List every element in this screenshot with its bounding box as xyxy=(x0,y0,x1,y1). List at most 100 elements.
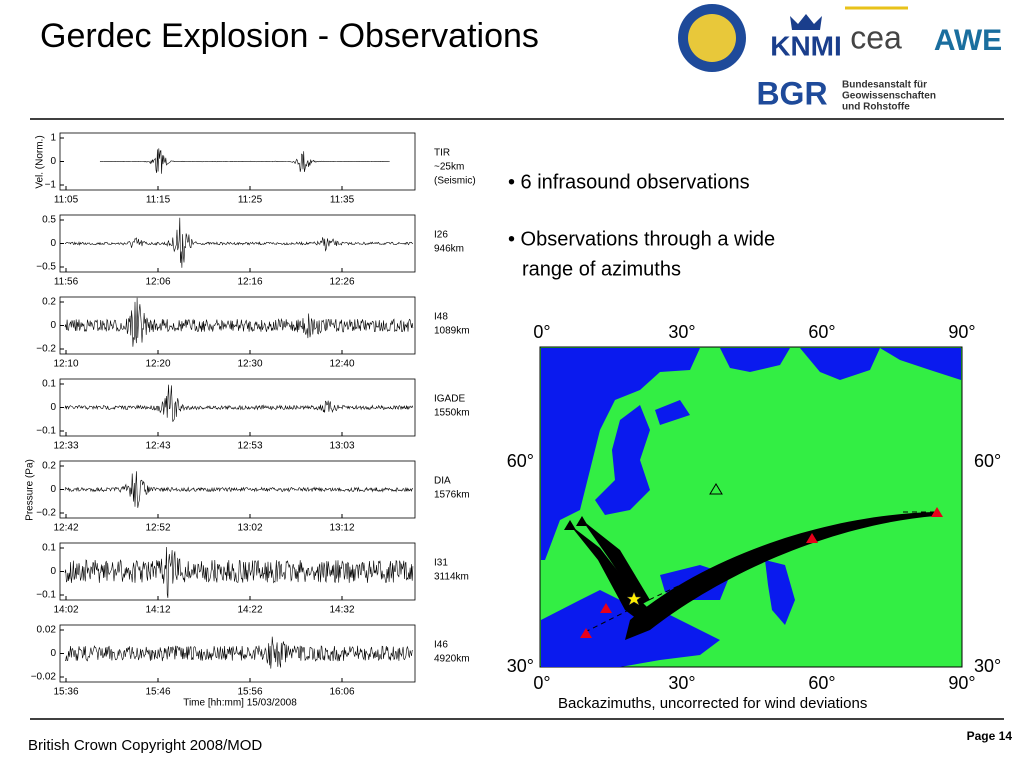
station-label: I31 xyxy=(434,558,448,569)
bullet: range of azimuths xyxy=(522,258,681,280)
x-tick-label: 14:32 xyxy=(329,605,354,616)
lon-label: 30° xyxy=(668,322,695,342)
station-igade xyxy=(709,483,723,495)
lon-label: 60° xyxy=(808,673,835,693)
x-tick-label: 11:56 xyxy=(54,277,79,288)
logos: KNMI cea AWE BGR Bundesanstalt für Geowi… xyxy=(678,4,1002,113)
bullet: • 6 infrasound observations xyxy=(508,171,750,193)
station-label: 3114km xyxy=(434,572,469,583)
lon-label: 60° xyxy=(808,322,835,342)
y-tick-label: −0.1 xyxy=(36,426,56,437)
panel: 0.2 0 −0.2 12:42 12:52 13:02 13:12 DIA 1576km xyxy=(36,460,470,534)
station-label: 1576km xyxy=(434,490,470,501)
panel: 1 0 −1 11:05 11:15 11:25 11:35 TIR ~25km (Seismic… xyxy=(45,132,476,206)
y-tick-label: 0.1 xyxy=(42,543,56,554)
x-tick-label: 11:35 xyxy=(330,195,355,206)
x-tick-label: 12:10 xyxy=(53,359,78,370)
panel: 0.5 0 −0.5 11:56 12:06 12:16 12:26 I26 946km xyxy=(36,214,464,288)
lat-label: 60° xyxy=(507,451,534,471)
y-tick-label: −0.2 xyxy=(36,508,56,519)
lon-label: 90° xyxy=(948,673,975,693)
cea-logo: cea xyxy=(850,19,902,55)
copyright: British Crown Copyright 2008/MOD xyxy=(28,737,262,754)
x-tick-label: 14:02 xyxy=(53,605,78,616)
station-label: (Seismic) xyxy=(434,176,476,187)
panel: 0.1 0 −0.1 14:02 14:12 14:22 14:32 I31 3114km xyxy=(36,542,469,616)
x-tick-label: 12:53 xyxy=(237,441,262,452)
bgr-name: Bundesanstalt für xyxy=(842,80,927,91)
station-label: ~25km xyxy=(434,162,464,173)
lon-label: 30° xyxy=(668,673,695,693)
x-tick-label: 12:33 xyxy=(53,441,78,452)
x-tick-label: 12:42 xyxy=(53,523,78,534)
lon-label: 0° xyxy=(533,322,550,342)
station-label: IGADE xyxy=(434,394,465,405)
panel: 0.02 0 −0.02 15:36 15:46 15:56 16:06 I46 4920km xyxy=(31,624,470,698)
waveform xyxy=(64,217,414,268)
x-tick-label: 11:15 xyxy=(146,195,171,206)
bgr-name: und Rohstoffe xyxy=(842,102,910,113)
panel: 0.2 0 −0.2 12:10 12:20 12:30 12:40 I48 1089km xyxy=(36,296,470,370)
y-tick-label: 0.5 xyxy=(42,215,56,226)
station-label: 1089km xyxy=(434,326,470,337)
bgr-logo: BGR xyxy=(756,75,827,111)
crown xyxy=(790,14,822,30)
lon-label: 0° xyxy=(533,673,550,693)
panel-frame xyxy=(59,296,416,355)
x-tick-label: 12:52 xyxy=(145,523,170,534)
slide-title: Gerdec Explosion - Observations xyxy=(40,17,539,55)
y-tick-label: 0 xyxy=(50,320,56,331)
station-label: DIA xyxy=(434,476,451,487)
y-tick-label: 0 xyxy=(50,156,56,167)
waveform-figure: Vel. (Norm.) Pressure (Pa) Time [hh:mm] … xyxy=(25,132,476,709)
page-number: Page 14 xyxy=(967,729,1013,743)
x-tick-label: 13:12 xyxy=(329,523,354,534)
x-axis-label: Time [hh:mm] 15/03/2008 xyxy=(183,698,297,709)
station-label: I46 xyxy=(434,640,448,651)
y-tick-label: 0 xyxy=(50,238,56,249)
y-tick-label: 0.1 xyxy=(42,379,56,390)
x-tick-label: 11:25 xyxy=(238,195,263,206)
y-axis-label: Vel. (Norm.) xyxy=(35,135,46,188)
waveform xyxy=(99,148,390,174)
lat-label: 60° xyxy=(974,451,1001,471)
x-tick-label: 12:40 xyxy=(329,359,354,370)
station-label: 1550km xyxy=(434,408,470,419)
baltic xyxy=(595,400,690,515)
y-tick-label: 0.2 xyxy=(42,461,56,472)
x-tick-label: 14:12 xyxy=(145,605,170,616)
x-tick-label: 15:46 xyxy=(145,687,170,698)
y-tick-label: −0.5 xyxy=(36,262,56,273)
y-axis-label: Pressure (Pa) xyxy=(25,459,36,521)
station-label: I26 xyxy=(434,230,448,241)
panel-frame xyxy=(59,460,416,519)
waveform xyxy=(64,546,414,598)
y-tick-label: −1 xyxy=(45,180,57,191)
y-tick-label: 0 xyxy=(50,566,56,577)
caspian xyxy=(765,560,795,625)
x-tick-label: 16:06 xyxy=(329,687,354,698)
bullet: • Observations through a wide xyxy=(508,228,775,250)
x-tick-label: 15:56 xyxy=(237,687,262,698)
station xyxy=(564,516,588,530)
nrl-logo-inner xyxy=(688,14,736,62)
y-tick-label: 1 xyxy=(50,133,56,144)
lat-label: 30° xyxy=(507,656,534,676)
station-label: TIR xyxy=(434,148,450,159)
awe-logo: AWE xyxy=(934,24,1002,57)
y-tick-label: 0 xyxy=(50,484,56,495)
x-tick-label: 12:43 xyxy=(145,441,170,452)
sea xyxy=(541,348,700,560)
y-tick-label: −0.02 xyxy=(31,672,57,683)
waveform xyxy=(64,297,414,347)
x-tick-label: 12:20 xyxy=(145,359,170,370)
sea xyxy=(720,348,961,380)
backazimuth-band xyxy=(582,520,650,605)
station-label: 4920km xyxy=(434,654,470,665)
y-tick-label: 0 xyxy=(50,648,56,659)
x-tick-label: 12:26 xyxy=(329,277,354,288)
lat-label: 30° xyxy=(974,656,1001,676)
waveform xyxy=(64,636,413,669)
explosion-site xyxy=(626,591,642,606)
